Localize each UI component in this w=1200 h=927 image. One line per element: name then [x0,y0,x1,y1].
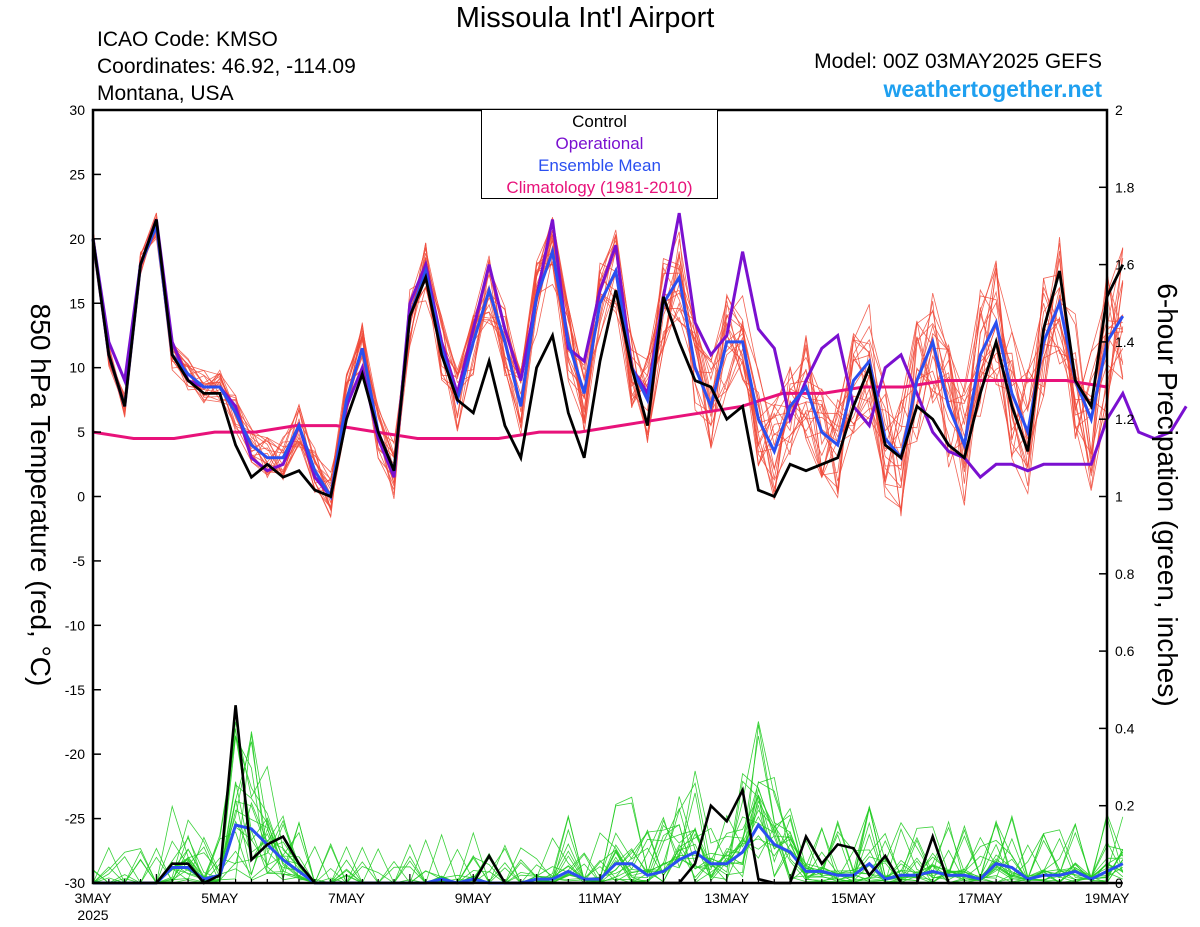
y-left-tick-label: -5 [73,553,86,569]
control-line [91,219,1125,499]
site-link[interactable]: weathertogether.net [883,76,1102,102]
y-axis-right-title: 6-hour Precipation (green, inches) [1152,283,1183,707]
y-left-tick-label: -30 [65,875,85,891]
y-left-tick-label: 30 [69,102,85,118]
region: Montana, USA [97,82,234,105]
y-right-tick-label: 1 [1115,489,1123,505]
y-left-tick-label: -15 [65,682,85,698]
precip-member-line [93,780,1124,884]
x-tick-label: 11MAY [578,890,622,906]
y-right-tick-label: 1.2 [1115,411,1135,427]
temp-member-line [92,222,1124,487]
precip-member-line [93,805,1123,884]
chart-title: Missoula Int'l Airport [455,2,715,34]
climatology-line [92,379,1108,440]
y-left-tick-label: 25 [69,166,85,182]
y-left-tick-label: 0 [77,489,85,505]
y-right-tick-label: 0.6 [1115,643,1135,659]
model-run: Model: 00Z 03MAY2025 GEFS [814,50,1102,73]
x-tick-sublabel: 2025 [77,907,108,923]
temp-member-line [92,230,1124,500]
x-tick-label: 15MAY [831,890,877,906]
legend-control: Control [572,112,627,131]
y-right-tick-label: 1.6 [1115,257,1135,273]
station-info: ICAO Code: KMSO Coordinates: 46.92, -114… [97,26,356,107]
ensemble-mean-line [91,220,1125,501]
y-right-tick-label: 1.4 [1115,334,1135,350]
icao-code: ICAO Code: KMSO [97,28,278,51]
y-left-tick-label: 10 [69,360,85,376]
y-left-tick-label: 5 [77,424,85,440]
x-tick-label: 7MAY [328,890,366,906]
x-tick-label: 17MAY [958,890,1004,906]
y-right-tick-label: 1.8 [1115,179,1135,195]
x-tick-label: 5MAY [201,890,239,906]
coordinates: Coordinates: 46.92, -114.09 [97,55,356,78]
y-right-tick-label: 0.4 [1115,720,1135,736]
legend: Control Operational Ensemble Mean Climat… [481,109,718,199]
precip-member-line [93,724,1123,884]
x-tick-label: 3MAY [74,890,112,906]
temp-member-line [92,213,1123,510]
x-tick-label: 9MAY [455,890,493,906]
y-right-tick-label: 2 [1115,102,1123,118]
precip-member-line [93,735,1124,884]
y-left-tick-label: 15 [69,295,85,311]
precip-member-line [93,787,1124,884]
precip-member-line [93,721,1124,884]
y-right-tick-label: 0 [1115,875,1123,891]
x-tick-label: 19MAY [1085,890,1131,906]
x-tick-label: 13MAY [704,890,750,906]
legend-climatology: Climatology (1981-2010) [506,178,693,197]
precip-member-line [93,721,1124,884]
y-left-tick-label: -20 [65,746,85,762]
y-left-tick-label: -25 [65,811,85,827]
y-right-tick-label: 0.2 [1115,798,1135,814]
legend-operational: Operational [555,134,644,153]
y-left-tick-label: 20 [69,231,85,247]
y-left-tick-label: -10 [65,617,85,633]
y-right-tick-label: 0.8 [1115,566,1135,582]
precip-mean-line [93,822,1124,885]
y-axis-left-title: 850 hPa Temperature (red, °C) [25,303,56,687]
legend-ensemble-mean: Ensemble Mean [538,156,661,175]
